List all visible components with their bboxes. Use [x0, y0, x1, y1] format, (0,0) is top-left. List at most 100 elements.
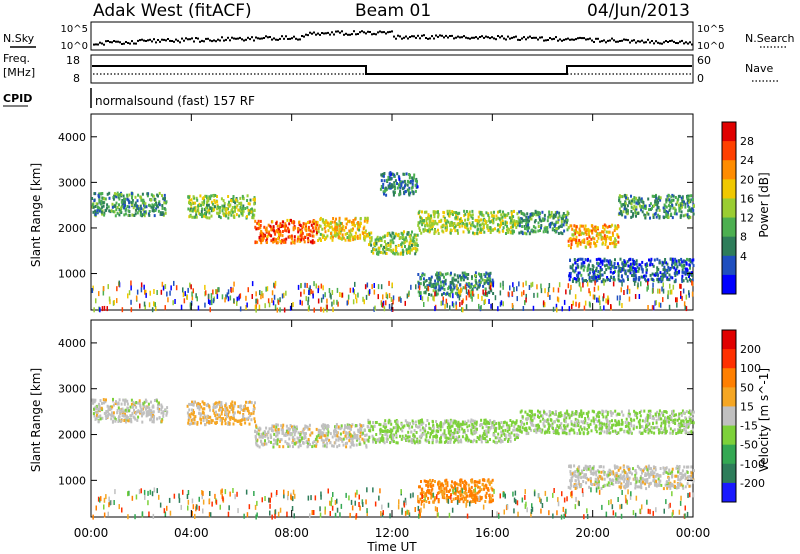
power-clutter [616, 295, 619, 301]
power-cell [490, 281, 493, 285]
power-cell [622, 268, 625, 272]
velocity-cell [263, 442, 266, 446]
power-cell [549, 223, 551, 227]
power-cell [354, 231, 357, 235]
power-cell [668, 208, 671, 212]
power-cell [364, 231, 366, 235]
nsky-point [613, 39, 615, 42]
power-cell [301, 231, 304, 235]
velocity-cell [137, 401, 140, 405]
nsky-point [187, 38, 189, 41]
power-cell [391, 238, 394, 242]
power-cell [540, 224, 543, 227]
power-cell [601, 262, 604, 266]
power-clutter [502, 284, 504, 290]
power-clutter [651, 287, 654, 293]
nsky-point [407, 37, 409, 40]
velocity-cell [334, 425, 336, 429]
power-cell [444, 282, 447, 286]
freq-panel-frame [90, 54, 694, 84]
power-cell [469, 293, 471, 297]
power-cell [187, 195, 190, 199]
power-cell [502, 222, 504, 225]
nsky-point [239, 36, 241, 39]
power-cell [597, 257, 600, 261]
power-cell [476, 222, 479, 226]
velocity-cell [272, 425, 275, 429]
power-cell [432, 210, 435, 214]
power-cell [682, 260, 685, 264]
power-cell [126, 197, 129, 201]
power-cell [523, 219, 526, 223]
velocity-cell [232, 410, 235, 414]
power-cell [227, 213, 230, 217]
power-cell [382, 235, 384, 239]
power-cell [491, 214, 494, 218]
power-clutter [684, 305, 686, 311]
power-cell [498, 230, 501, 234]
velocity-cell [117, 406, 120, 410]
power-clutter [596, 297, 598, 303]
velocity-cell [392, 440, 395, 443]
velocity-cell [123, 409, 126, 413]
power-clutter [444, 303, 446, 309]
power-cell [213, 199, 216, 202]
power-cell [468, 210, 471, 214]
power-cell [552, 227, 554, 231]
power-cell [572, 278, 575, 282]
power-clutter [518, 281, 520, 287]
power-cell [257, 222, 260, 226]
power-cell [310, 223, 313, 227]
velocity-cell [196, 406, 199, 410]
power-cell [680, 205, 683, 209]
nsky-point [207, 37, 209, 40]
power-cell [467, 273, 470, 276]
nsky-point [115, 40, 117, 43]
power-cell [351, 223, 354, 227]
velocity-cell [114, 402, 117, 405]
power-cell [274, 232, 277, 236]
power-cell [575, 235, 578, 239]
power-cell [561, 223, 564, 227]
power-clutter [283, 292, 285, 298]
velocity-cell [212, 403, 215, 407]
power-clutter [427, 296, 429, 302]
power-cell [489, 280, 492, 284]
velocity-cell [470, 426, 473, 430]
power-clutter [456, 284, 458, 290]
power-cell [229, 203, 232, 207]
power-clutter [603, 305, 605, 311]
power-cell [214, 201, 217, 205]
velocity-cell [268, 427, 271, 431]
power-cell [253, 200, 256, 204]
power-cell [189, 214, 192, 218]
velocity-cell [247, 416, 250, 420]
power-cell [203, 201, 206, 205]
power-cell [103, 211, 106, 215]
power-cell [421, 219, 424, 223]
velocity-cell [260, 439, 262, 443]
power-cell [277, 232, 280, 236]
power-cell [240, 212, 243, 216]
power-cell [595, 279, 597, 283]
power-cell [636, 265, 639, 269]
power-cell [657, 280, 660, 284]
nsky-point [281, 35, 283, 38]
power-cell [617, 235, 620, 239]
velocity-cell [140, 409, 143, 413]
power-cell [193, 215, 196, 219]
power-cell [272, 237, 275, 241]
velocity-cell [202, 416, 205, 419]
power-cell [688, 275, 690, 279]
velocity-cell [315, 437, 317, 441]
power-cell [480, 273, 483, 277]
power-cell [428, 230, 431, 234]
velocity-cell [427, 439, 430, 443]
power-cell [681, 268, 684, 272]
power-clutter [640, 281, 642, 287]
power-clutter [189, 302, 192, 308]
power-cell [242, 209, 245, 213]
power-clutter [230, 287, 233, 293]
power-cell [595, 268, 597, 272]
velocity-cell [465, 422, 468, 425]
